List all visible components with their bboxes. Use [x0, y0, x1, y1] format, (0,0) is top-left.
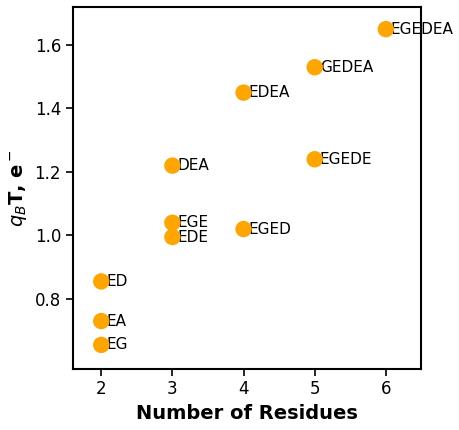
Point — [240, 89, 247, 96]
Point — [240, 226, 247, 233]
Point — [97, 318, 105, 325]
Text: EGEDE: EGEDE — [319, 152, 371, 167]
Point — [381, 26, 389, 33]
Text: EDE: EDE — [177, 230, 208, 245]
Point — [310, 156, 318, 163]
X-axis label: Number of Residues: Number of Residues — [136, 404, 357, 423]
Text: EGED: EGED — [248, 221, 291, 237]
Text: EG: EG — [106, 338, 128, 353]
Point — [97, 341, 105, 348]
Text: EDEA: EDEA — [248, 85, 289, 100]
Text: GEDEA: GEDEA — [319, 60, 372, 75]
Text: EGEDEA: EGEDEA — [390, 22, 453, 37]
Text: DEA: DEA — [177, 158, 209, 173]
Point — [310, 64, 318, 71]
Point — [168, 233, 176, 240]
Point — [168, 219, 176, 226]
Point — [97, 278, 105, 285]
Y-axis label: $q_B$T, e$^-$: $q_B$T, e$^-$ — [7, 149, 29, 227]
Text: ED: ED — [106, 274, 127, 289]
Text: EA: EA — [106, 313, 126, 329]
Text: EGE: EGE — [177, 215, 208, 230]
Point — [168, 162, 176, 169]
